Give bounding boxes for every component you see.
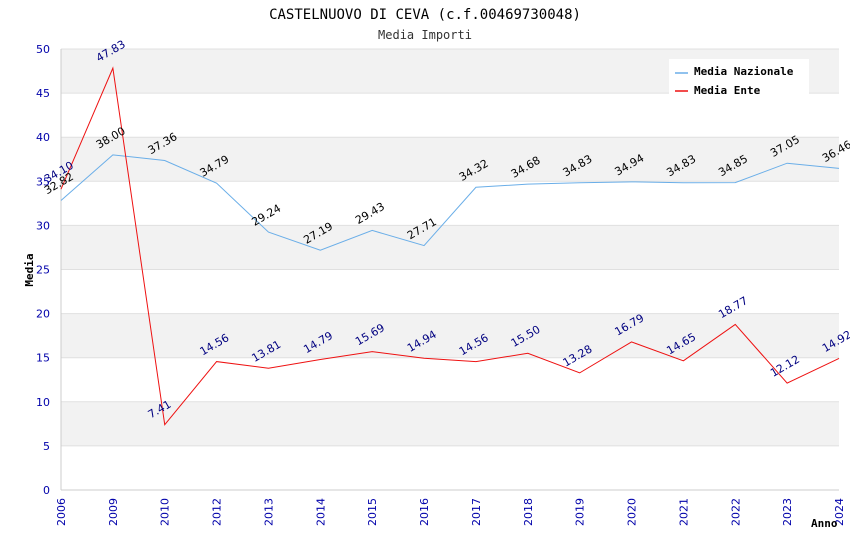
legend-box [669, 59, 809, 97]
y-tick-label: 35 [36, 175, 50, 188]
y-tick-label: 30 [36, 219, 50, 232]
x-tick-label: 2024 [833, 498, 846, 526]
chart-title: CASTELNUOVO DI CEVA (c.f.00469730048) [269, 7, 581, 23]
y-tick-label: 45 [36, 87, 50, 100]
x-tick-label: 2021 [677, 498, 690, 526]
x-tick-label: 2016 [418, 498, 431, 526]
x-tick-label: 2010 [159, 498, 172, 526]
legend-label-media-ente: Media Ente [694, 84, 761, 97]
plot-band [61, 225, 839, 270]
legend-label-media-nazionale: Media Nazionale [694, 65, 794, 78]
plot-band [61, 137, 839, 182]
x-tick-label: 2012 [211, 498, 224, 526]
x-tick-label: 2006 [55, 498, 68, 526]
y-tick-label: 0 [43, 484, 50, 497]
series-lines [60, 66, 840, 426]
x-tick-label: 2019 [574, 498, 587, 526]
y-tick-label: 20 [36, 308, 50, 321]
axes [60, 49, 839, 491]
legend: Media Nazionale Media Ente [669, 59, 809, 97]
y-tick-label: 15 [36, 352, 50, 365]
x-tick-label: 2015 [366, 498, 379, 526]
x-tick-label: 2013 [262, 498, 275, 526]
x-axis-label: Anno [811, 517, 838, 530]
x-tick-label: 2022 [729, 498, 742, 526]
y-tick-label: 10 [36, 396, 50, 409]
x-tick-label: 2023 [781, 498, 794, 526]
plot-band [61, 313, 839, 358]
series-line-media-nazionale [60, 154, 840, 251]
y-tick-label: 25 [36, 264, 50, 277]
x-tick-label: 2009 [107, 498, 120, 526]
x-tick-label: 2020 [626, 498, 639, 526]
x-axis-ticks: 2006 2009 2010 2012 2013 2014 2015 2016 2017 2018… [55, 498, 846, 526]
y-tick-label: 40 [36, 131, 50, 144]
plot-band [61, 401, 839, 446]
y-axis-label: Media [23, 253, 36, 286]
chart-subtitle: Media Importi [378, 28, 472, 42]
series-line-media-ente [60, 66, 840, 426]
x-tick-label: 2018 [522, 498, 535, 526]
x-tick-label: 2017 [470, 498, 483, 526]
y-axis-ticks: 0 5 10 15 20 25 30 35 40 45 50 [36, 43, 50, 497]
y-tick-label: 50 [36, 43, 50, 56]
y-tick-label: 5 [43, 440, 50, 453]
x-tick-label: 2014 [314, 498, 327, 526]
